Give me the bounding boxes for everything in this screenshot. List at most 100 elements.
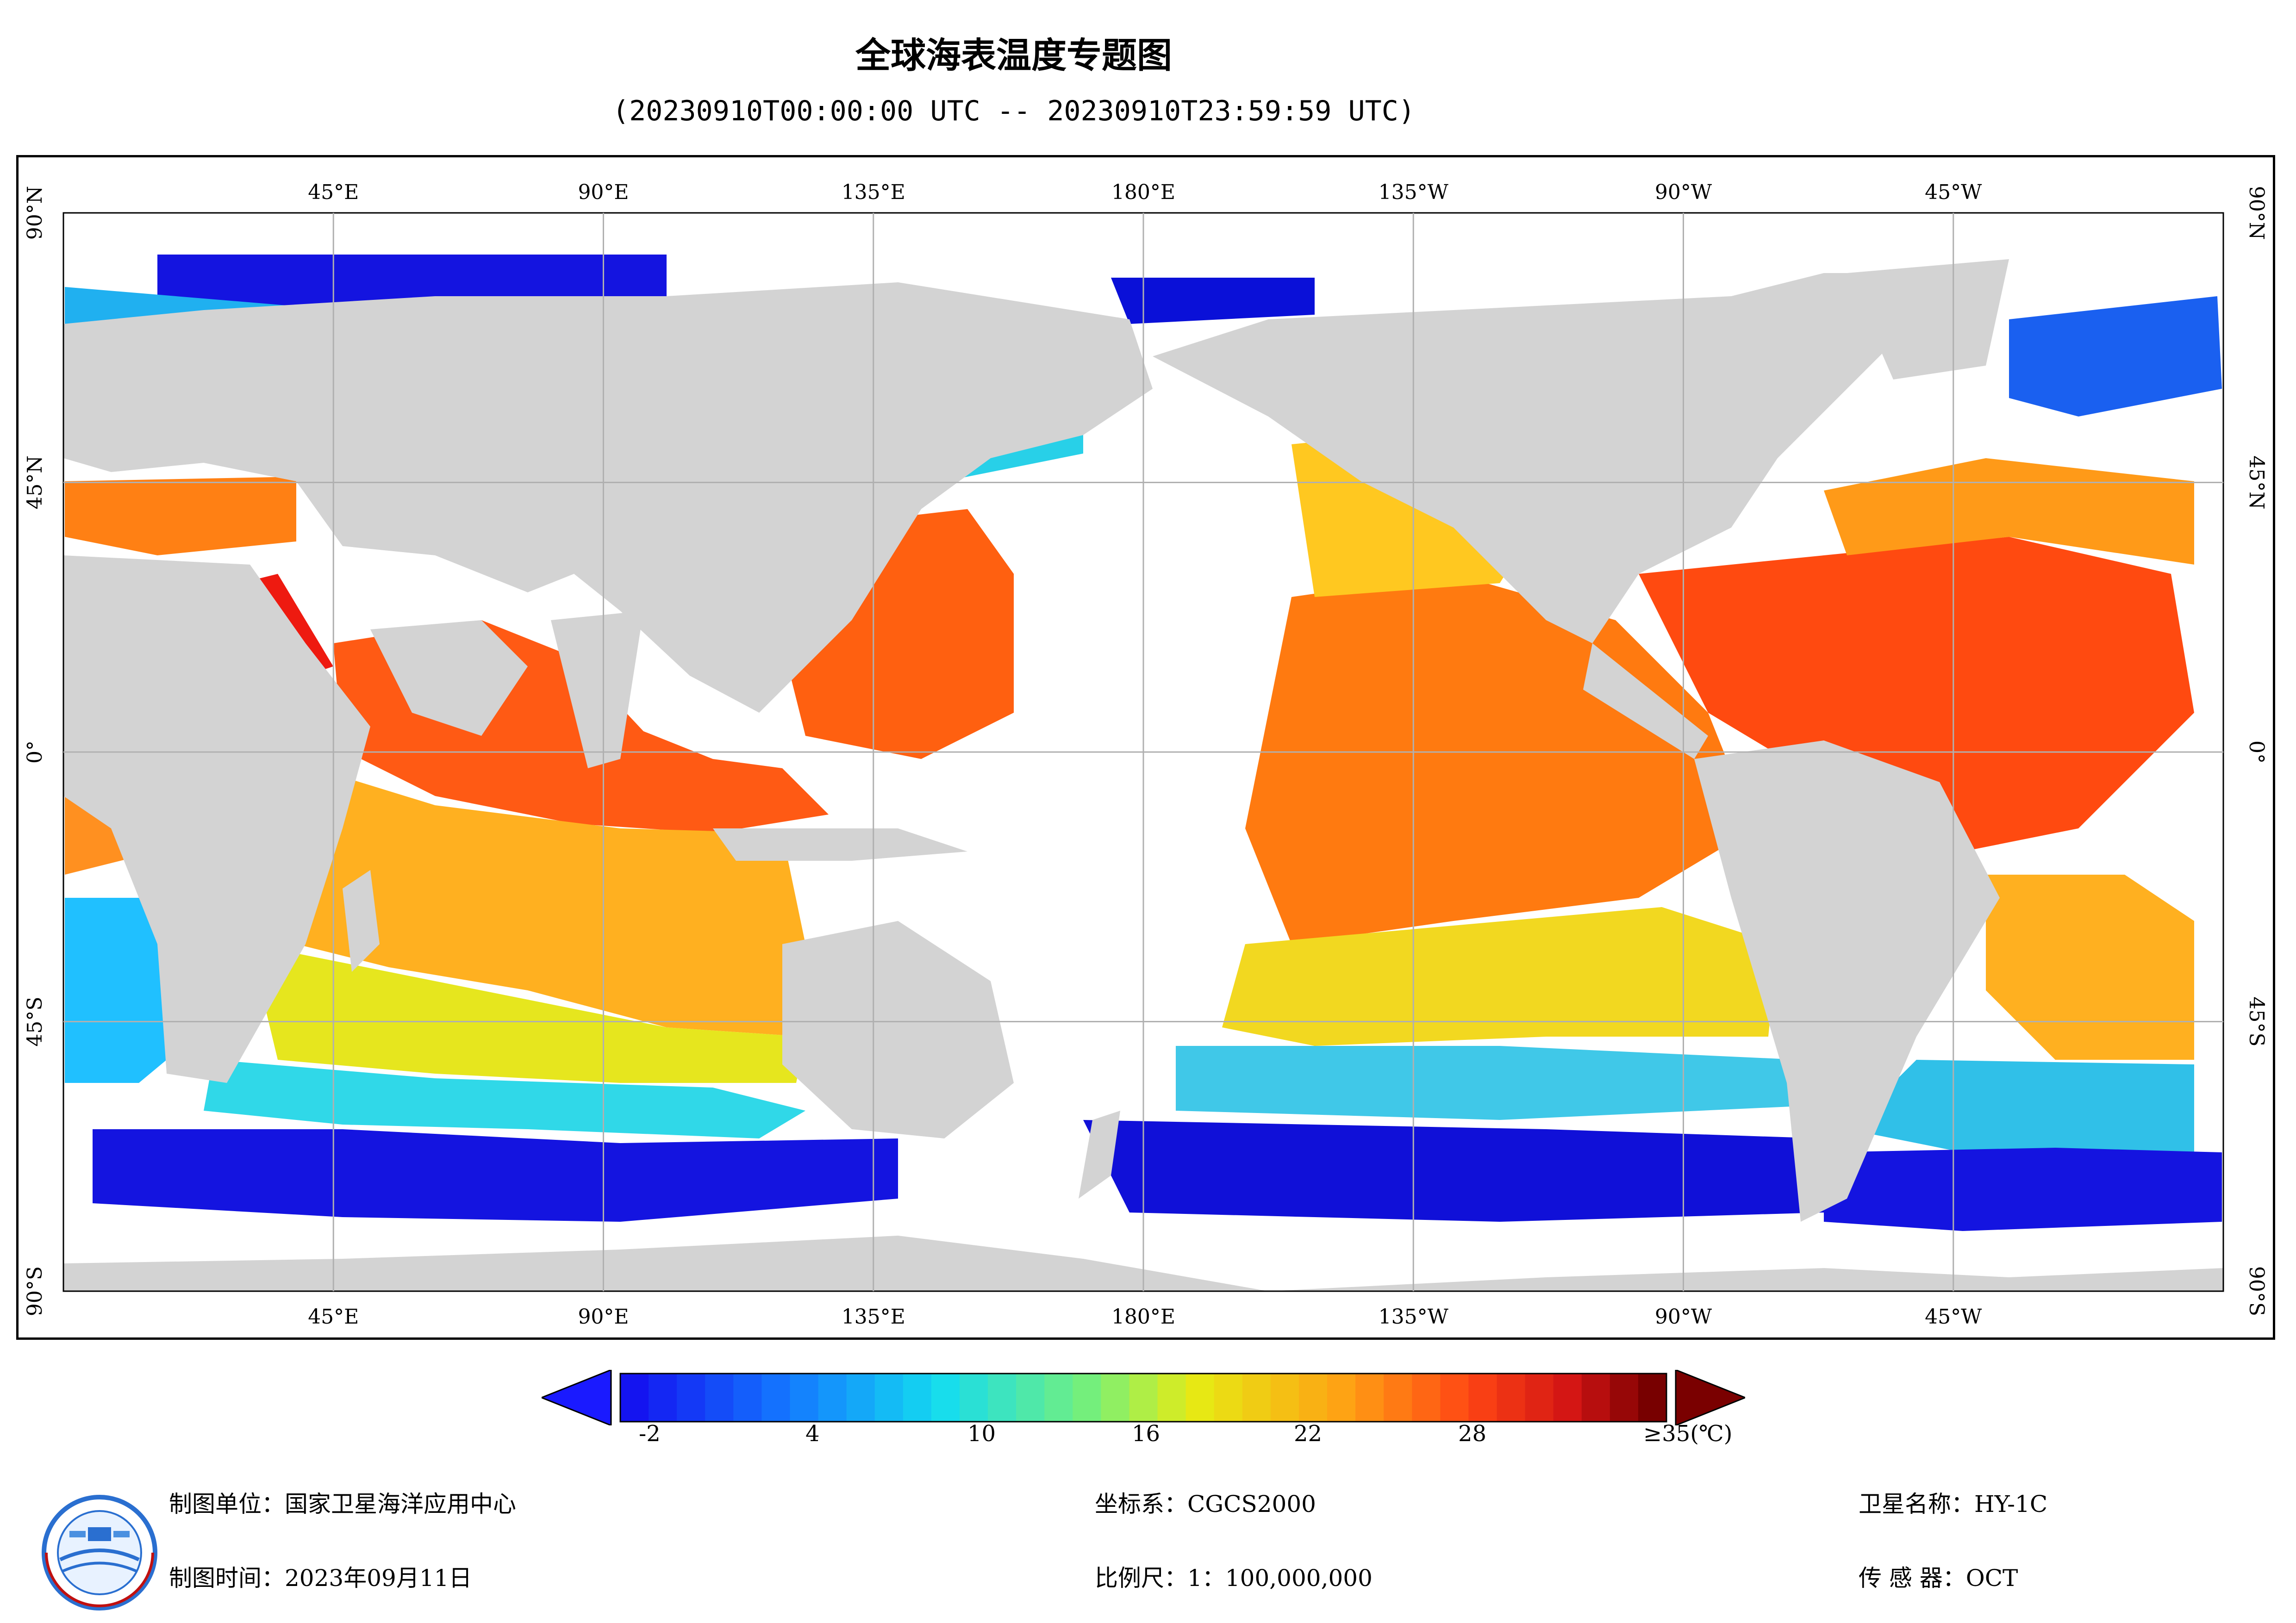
lon-label-bottom: 90°E <box>578 1305 629 1329</box>
land-greenland <box>1847 259 2009 379</box>
satellite-label: 卫星名称： <box>1859 1491 1974 1517</box>
land-south-america <box>1694 740 2000 1222</box>
colorbar-swatch <box>705 1374 734 1422</box>
land-layer <box>63 259 2223 1291</box>
date-label: 制图时间： <box>169 1565 285 1592</box>
colorbar-swatch <box>1581 1374 1610 1422</box>
lon-label-bottom: 135°E <box>842 1305 905 1329</box>
org-line: 制图单位：国家卫星海洋应用中心 <box>169 1486 516 1519</box>
colorbar-tick-label: 16 <box>1132 1421 1160 1447</box>
scale-line: 比例尺：1：100,000,000 <box>1095 1560 1373 1593</box>
colorbar-swatch <box>1497 1374 1526 1422</box>
colorbar-tick-label: 28 <box>1458 1421 1487 1447</box>
crs-line: 坐标系：CGCS2000 <box>1095 1486 1316 1519</box>
crs-label: 坐标系： <box>1095 1491 1187 1517</box>
colorbar-tick-label: 22 <box>1294 1421 1323 1447</box>
lat-label-left: 45°N <box>23 455 47 510</box>
lat-label-left: 45°S <box>23 996 47 1046</box>
lon-label-bottom: 45°W <box>1925 1305 1982 1329</box>
land-new-zealand <box>1079 1111 1120 1199</box>
colorbar-swatch <box>761 1374 791 1422</box>
colorbar-swatch <box>1129 1374 1158 1422</box>
sst-south-atlantic-cyan <box>1847 1060 2194 1152</box>
colorbar-tick-label: 10 <box>967 1421 996 1447</box>
lat-label-left: 0° <box>23 740 47 764</box>
nsoas-logo-icon <box>37 1490 162 1615</box>
map-time-range: (20230910T00:00:00 UTC -- 20230910T23:59… <box>612 95 1415 127</box>
satellite-line: 卫星名称：HY-1C <box>1859 1486 2047 1519</box>
lon-label-top: 45°E <box>308 180 359 204</box>
land-north-america <box>1153 273 1963 643</box>
sst-south-indian-cyan <box>204 1060 805 1138</box>
colorbar-min-arrow <box>539 1368 612 1427</box>
colorbar-swatch <box>1412 1374 1441 1422</box>
lat-label-right: 90°S <box>2245 1266 2268 1316</box>
colorbar-swatch <box>874 1374 904 1422</box>
colorbar-swatch <box>1553 1374 1582 1422</box>
colorbar-swatch <box>1185 1374 1215 1422</box>
colorbar-swatch <box>1468 1374 1497 1422</box>
sst-med-warm <box>65 477 296 555</box>
colorbar-swatch <box>620 1374 649 1422</box>
colorbar-swatch <box>1073 1374 1102 1422</box>
land-eurasia <box>63 282 1153 713</box>
lat-label-left: 90°N <box>23 186 47 240</box>
date-value: 2023年09月11日 <box>285 1565 472 1592</box>
colorbar-swatch <box>818 1374 847 1422</box>
land-central-america <box>1583 643 1708 759</box>
colorbar-swatch <box>959 1374 989 1422</box>
scale-value: 1：100,000,000 <box>1187 1565 1373 1592</box>
land-india <box>551 611 643 768</box>
colorbar-swatch <box>1327 1374 1356 1422</box>
colorbar-frame <box>619 1373 1667 1423</box>
colorbar-swatch <box>790 1374 819 1422</box>
sst-south-indian-mid <box>296 768 805 1037</box>
colorbar-swatch <box>931 1374 960 1422</box>
lon-label-top: 180°E <box>1111 180 1175 204</box>
colorbar-swatch <box>733 1374 762 1422</box>
lon-label-top: 135°E <box>842 180 905 204</box>
colorbar: -2 4 10 16 22 28 ≥35(℃) <box>539 1368 1747 1462</box>
colorbar-swatch <box>1157 1374 1186 1422</box>
lat-label-right: 45°S <box>2245 996 2268 1046</box>
colorbar-swatch <box>1384 1374 1413 1422</box>
lon-label-bottom: 180°E <box>1111 1305 1175 1329</box>
sensor-label: 传 感 器： <box>1859 1565 1966 1592</box>
lat-label-left: 90°S <box>23 1266 47 1316</box>
colorbar-swatches <box>619 1373 1667 1423</box>
sst-map: 45°E 45°E 90°E 90°E 135°E 135°E 180°E 180°E 135°… <box>23 180 2268 1329</box>
lon-label-bottom: 45°E <box>308 1305 359 1329</box>
colorbar-svg <box>539 1368 1747 1427</box>
sst-red-sea-hot <box>259 574 333 671</box>
colorbar-swatch <box>1214 1374 1243 1422</box>
colorbar-swatch <box>1298 1374 1328 1422</box>
colorbar-swatch <box>1525 1374 1554 1422</box>
sst-south-pacific-cyan <box>1176 1046 1801 1120</box>
map-frame: 45°E 45°E 90°E 90°E 135°E 135°E 180°E 180°E 135°… <box>16 155 2275 1340</box>
sst-bering-cold <box>1111 278 1315 324</box>
land-indonesia <box>713 828 967 861</box>
sst-southern-ocean-blue-a <box>93 1129 898 1222</box>
sensor-line: 传 感 器：OCT <box>1859 1560 2018 1593</box>
sst-north-atlantic-mid <box>1824 458 2194 565</box>
sst-layer <box>65 255 2222 1231</box>
colorbar-swatch <box>903 1374 932 1422</box>
sst-south-indian-yellow <box>250 944 805 1083</box>
colorbar-swatch <box>846 1374 875 1422</box>
land-arabia <box>370 620 528 736</box>
colorbar-max-arrow <box>1675 1368 1747 1427</box>
sst-south-atlantic-mid <box>1986 875 2194 1060</box>
land-australia <box>782 921 1014 1138</box>
date-line: 制图时间：2023年09月11日 <box>169 1560 472 1593</box>
lon-label-bottom: 135°W <box>1379 1305 1449 1329</box>
lat-label-right: 0° <box>2245 740 2268 764</box>
land-africa <box>63 555 370 1083</box>
lon-label-top: 90°E <box>578 180 629 204</box>
colorbar-swatch <box>1355 1374 1385 1422</box>
sst-east-pacific-yellow <box>1222 907 1778 1046</box>
sst-north-atlantic-cold <box>2009 296 2222 417</box>
org-value: 国家卫星海洋应用中心 <box>285 1491 516 1517</box>
lon-label-top: 135°W <box>1379 180 1449 204</box>
colorbar-swatch <box>1242 1374 1271 1422</box>
land-madagascar <box>343 870 380 972</box>
